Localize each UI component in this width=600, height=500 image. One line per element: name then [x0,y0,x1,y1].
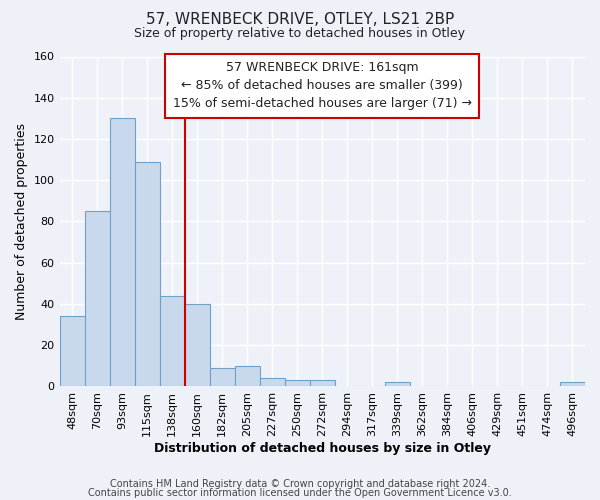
Bar [560,382,585,386]
Bar [235,366,260,386]
Text: Size of property relative to detached houses in Otley: Size of property relative to detached ho… [134,28,466,40]
Bar [85,211,110,386]
Text: Contains HM Land Registry data © Crown copyright and database right 2024.: Contains HM Land Registry data © Crown c… [110,479,490,489]
Bar [134,162,160,386]
Text: Contains public sector information licensed under the Open Government Licence v3: Contains public sector information licen… [88,488,512,498]
Text: 57 WRENBECK DRIVE: 161sqm
← 85% of detached houses are smaller (399)
15% of semi: 57 WRENBECK DRIVE: 161sqm ← 85% of detac… [173,62,472,110]
Y-axis label: Number of detached properties: Number of detached properties [15,123,28,320]
Bar [110,118,134,386]
Bar [260,378,285,386]
Bar [160,296,185,386]
Bar [209,368,235,386]
Bar [59,316,85,386]
X-axis label: Distribution of detached houses by size in Otley: Distribution of detached houses by size … [154,442,491,455]
Bar [310,380,335,386]
Bar [185,304,209,386]
Bar [385,382,410,386]
Bar [285,380,310,386]
Text: 57, WRENBECK DRIVE, OTLEY, LS21 2BP: 57, WRENBECK DRIVE, OTLEY, LS21 2BP [146,12,454,28]
